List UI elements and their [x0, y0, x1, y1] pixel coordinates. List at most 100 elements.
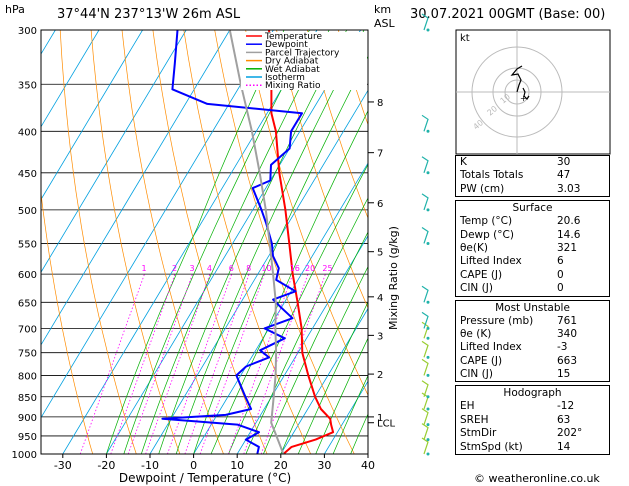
dry-adiabat-line — [214, 30, 355, 454]
wind-barb-dot — [426, 300, 430, 304]
x-tick-label: 0 — [190, 459, 197, 472]
isotherm-line — [236, 235, 368, 454]
isotherm-line — [41, 30, 274, 419]
dry-adiabat-line — [307, 30, 368, 219]
x-tick-label: -30 — [54, 459, 72, 472]
table-row-mu-cin: CIN (J) 15 — [455, 368, 610, 382]
km-tick-label: 5 — [377, 248, 383, 259]
km-tick-label: 1 — [377, 413, 383, 424]
wind-barb — [421, 358, 429, 376]
wind-barb-dot — [426, 373, 430, 377]
hodo-trace-lower — [522, 87, 530, 100]
wet-adiabat-line — [193, 55, 368, 454]
isotherm-line — [280, 307, 368, 454]
wind-barb — [421, 156, 429, 173]
x-tick-label: 30 — [317, 459, 331, 472]
table-row-totals: Totals Totals 47 — [455, 169, 610, 183]
dry-adiabat-line — [152, 30, 268, 454]
wet-adiabat-line — [315, 337, 368, 454]
hodograph-title: Hodograph — [455, 385, 610, 401]
mixing-ratio-label: 2 — [172, 264, 177, 273]
wet-adiabat-line — [123, 30, 310, 454]
legend-label-4: Wet Adiabat — [265, 65, 320, 75]
pressure-tick-label: 800 — [18, 371, 37, 382]
wind-barb — [421, 311, 429, 329]
hpa-label: hPa — [5, 3, 25, 16]
table-row-stmdir: StmDir 202° — [455, 427, 610, 441]
dry-adiabat-line — [41, 190, 94, 454]
legend-label-3: Dry Adiabat — [265, 57, 319, 67]
km-label: km — [374, 3, 392, 16]
x-tick-label: 10 — [230, 459, 244, 472]
isotherm-line — [193, 162, 368, 454]
wind-barb — [421, 340, 429, 358]
series-parcel-trajectory — [228, 30, 285, 454]
pressure-tick-label: 950 — [18, 432, 37, 443]
wind-barb-dot — [426, 438, 430, 442]
datetime-label: 30.07.2021 00GMT (Base: 00) — [410, 7, 606, 22]
km-tick-label: 3 — [377, 331, 383, 342]
most-unstable-title: Most Unstable — [455, 299, 610, 315]
wind-barb — [421, 114, 429, 132]
table-row-mu-li: Lifted Index -3 — [455, 341, 610, 355]
pressure-tick-label: 750 — [18, 349, 37, 360]
wet-adiabat-line — [106, 30, 285, 454]
table-row-stmspd: StmSpd (kt) 14 — [455, 440, 610, 455]
legend-label-1: Dewpoint — [265, 40, 308, 50]
table-row-mu-pressure: Pressure (mb) 761 — [455, 314, 610, 328]
wind-barb-dot — [426, 208, 430, 212]
copyright: © weatheronline.co.uk — [474, 472, 600, 485]
mixing-ratio-line — [184, 273, 250, 454]
table-row-temp: Temp (°C) 20.6 — [455, 215, 610, 229]
wind-barb-dot — [426, 423, 430, 427]
mixing-ratio-line — [110, 273, 176, 454]
wind-barb-dot — [426, 355, 430, 359]
dry-adiabat-line — [616, 30, 629, 454]
dry-adiabat-line — [121, 30, 224, 454]
mixing-ratio-line — [79, 273, 145, 454]
table-row-pw: PW (cm) 3.03 — [455, 182, 610, 197]
pressure-tick-label: 550 — [18, 239, 37, 250]
km-tick-label: 6 — [377, 199, 383, 210]
mixing-ratio-label: 10 — [261, 264, 271, 273]
wet-adiabat-line — [158, 30, 348, 454]
km-tick-label: LCL — [377, 419, 396, 430]
wind-barb — [421, 380, 429, 397]
legend-label-6: Mixing Ratio — [265, 81, 321, 91]
mixing-ratio-label: 8 — [246, 264, 251, 273]
table-row-mu-thetae: θe (K) 340 — [455, 327, 610, 342]
pressure-tick-label: 300 — [18, 26, 37, 37]
pressure-tick-label: 1000 — [12, 450, 37, 461]
wind-barb-dot — [426, 336, 430, 340]
isotherm-line — [0, 30, 12, 454]
x-tick-label: 40 — [361, 459, 375, 472]
mixing-ratio-label: 3 — [189, 264, 194, 273]
x-tick-label: -10 — [141, 459, 159, 472]
mixing-ratio-label: 25 — [322, 264, 332, 273]
location-label: 37°44'N 237°13'W 26m ASL — [57, 7, 241, 22]
wet-adiabat-line — [332, 374, 368, 454]
mixing-ratio-label: 1 — [141, 264, 146, 273]
wind-barb — [421, 226, 429, 244]
km-tick-label: 8 — [377, 98, 383, 109]
pressure-tick-label: 900 — [18, 413, 37, 424]
wet-adiabat-line — [175, 30, 365, 454]
mixing-ratio-line — [127, 273, 193, 454]
mixing-ratio-label: 16 — [290, 264, 300, 273]
indices-table: K 30 Totals Totals 47 PW (cm) 3.03 Surface … — [455, 155, 610, 458]
table-row-cin: CIN (J) 0 — [455, 282, 610, 296]
wind-barb-dot — [426, 129, 430, 133]
mixing-ratio-line — [145, 273, 211, 454]
wind-barb-dot — [426, 326, 430, 330]
isotherm-line — [41, 30, 143, 201]
table-row-eh: EH -12 — [455, 400, 610, 414]
pressure-tick-label: 450 — [18, 169, 37, 180]
table-row-dewp: Dewp (°C) 14.6 — [455, 228, 610, 242]
asl-label: ASL — [374, 17, 395, 30]
table-row-sreh: SREH 63 — [455, 413, 610, 428]
wind-barb-dot — [426, 407, 430, 411]
isotherm-line — [41, 30, 231, 346]
mixing-ratio-axis-label: Mixing Ratio (g/kg) — [387, 226, 400, 330]
